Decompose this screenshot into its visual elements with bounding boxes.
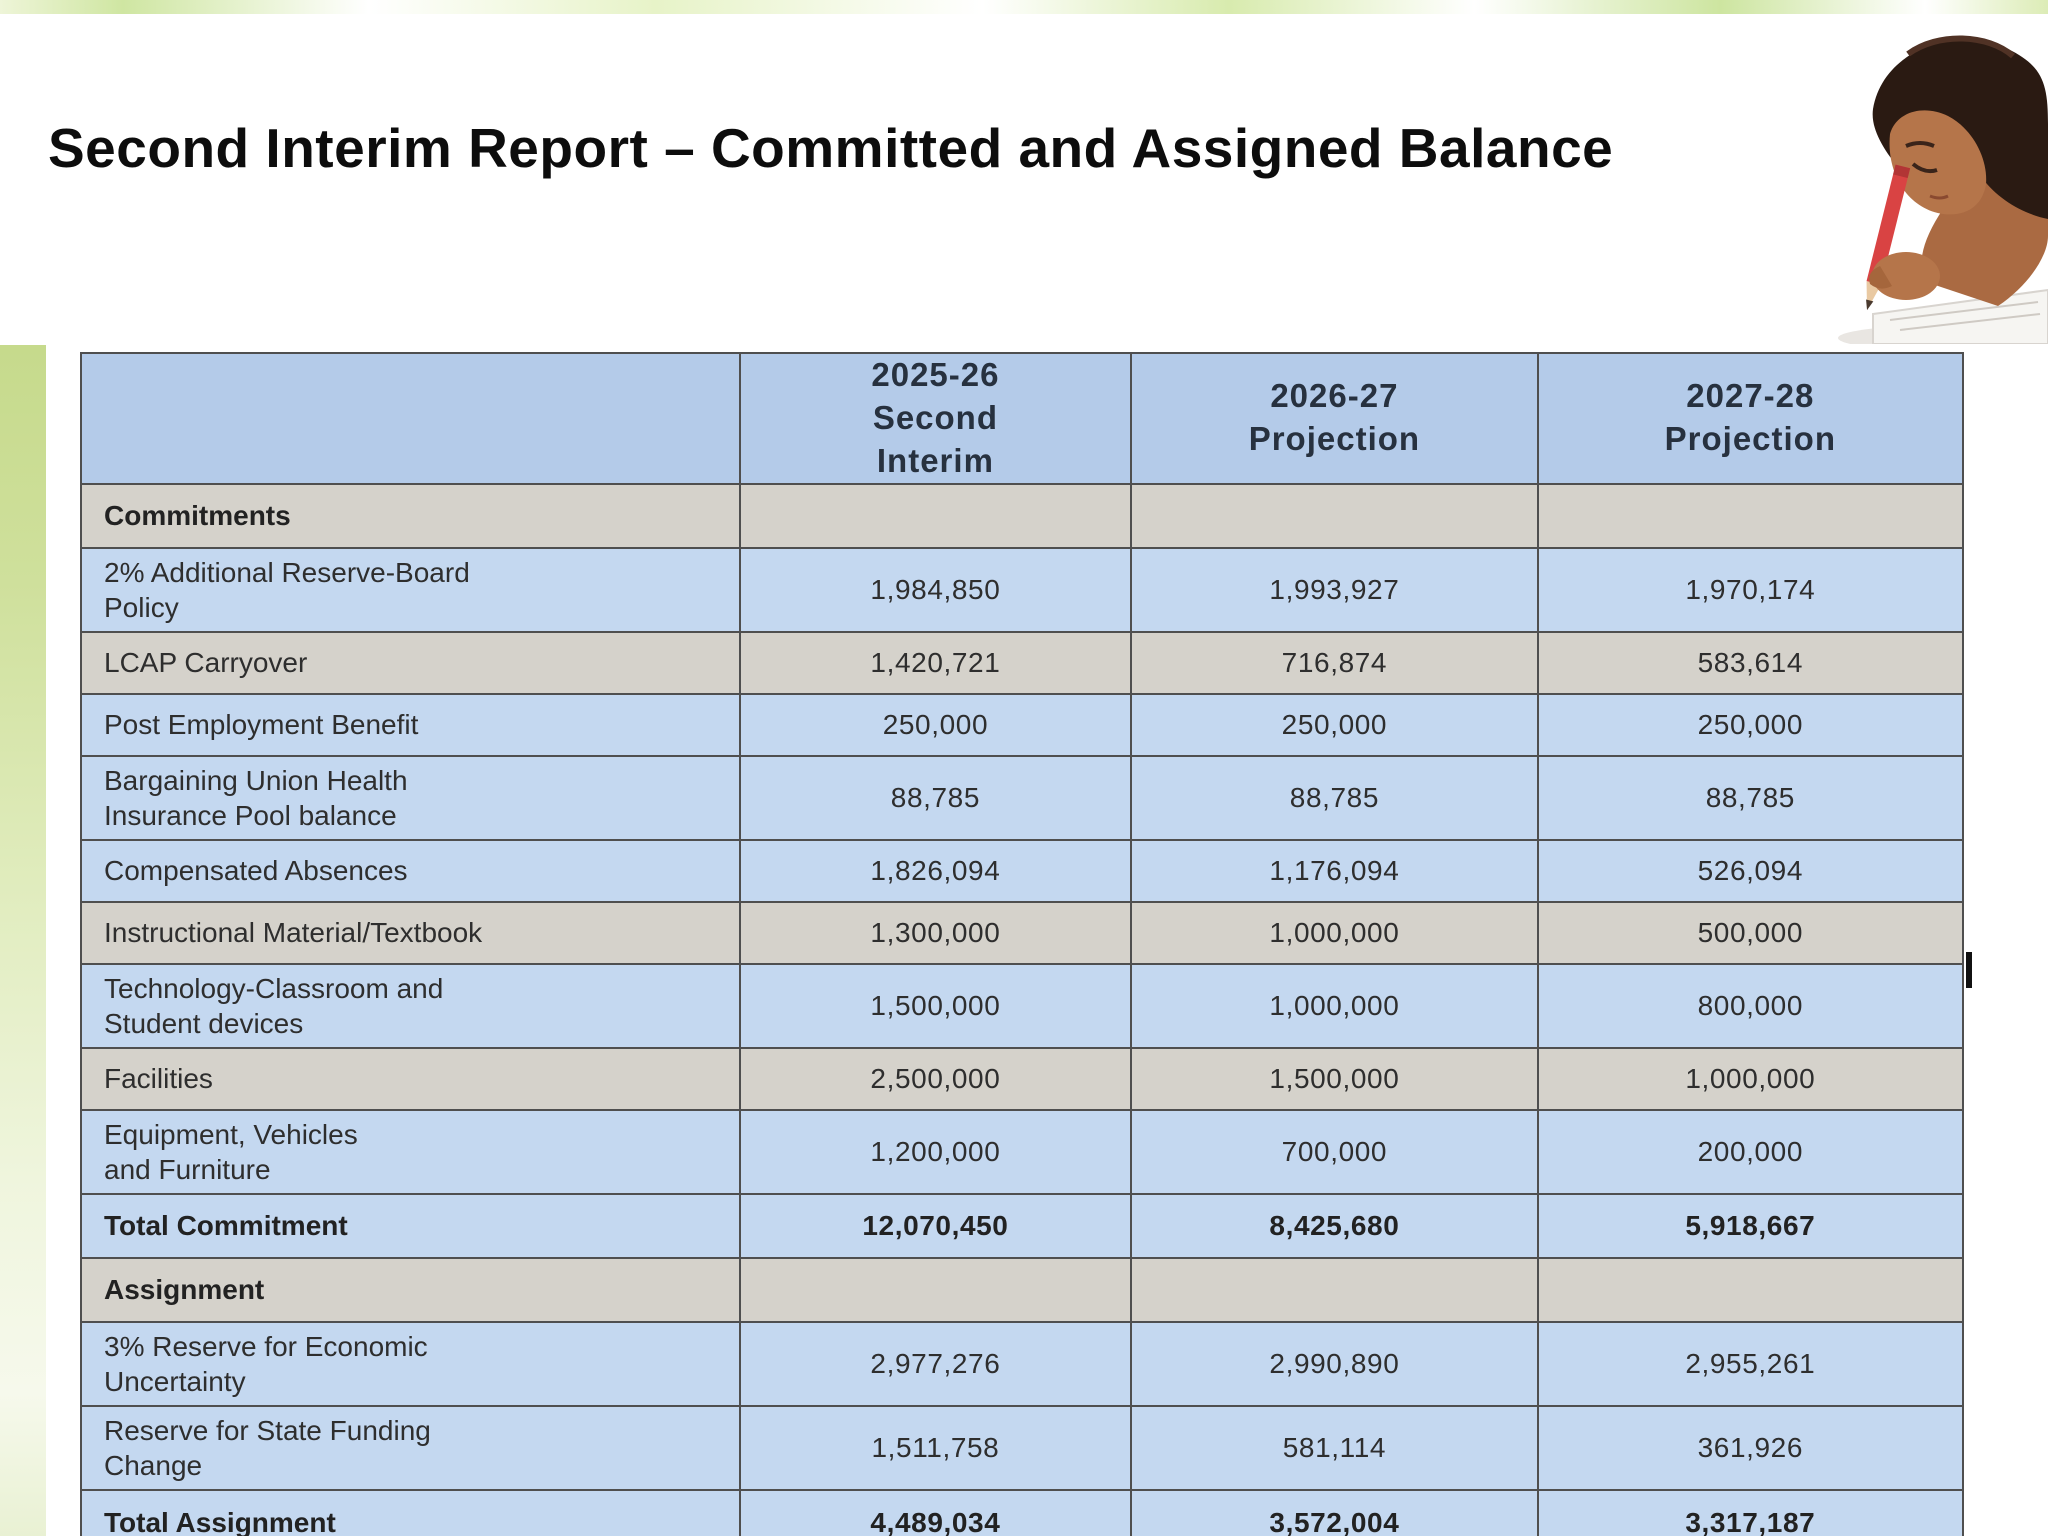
row-label: Total Assignment — [80, 1488, 741, 1536]
table-row: 2% Additional Reserve-Board Policy 1,984… — [80, 546, 1965, 633]
row-label: Post Employment Benefit — [80, 692, 741, 757]
row-value — [1536, 1256, 1965, 1323]
column-header-2025-26: 2025-26 Second Interim — [738, 352, 1133, 485]
row-label: Instructional Material/Textbook — [80, 900, 741, 965]
table-row: Instructional Material/Textbook 1,300,00… — [80, 900, 1965, 965]
table-row: Technology-Classroom and Student devices… — [80, 962, 1965, 1049]
row-value — [1130, 1256, 1539, 1323]
row-label: Assignment — [80, 1256, 741, 1323]
row-value — [1130, 482, 1539, 549]
row-value: 4,489,034 — [738, 1488, 1133, 1536]
row-value — [738, 1256, 1133, 1323]
top-gradient-band — [0, 0, 2048, 14]
slide-title: Second Interim Report – Committed and As… — [48, 117, 1614, 179]
row-value: 2,990,890 — [1130, 1320, 1539, 1407]
row-value: 1,511,758 — [738, 1404, 1133, 1491]
row-value: 250,000 — [1130, 692, 1539, 757]
row-value: 200,000 — [1536, 1108, 1965, 1195]
row-value: 500,000 — [1536, 900, 1965, 965]
mouth — [1929, 194, 1949, 200]
row-value: 3,572,004 — [1130, 1488, 1539, 1536]
row-value: 1,000,000 — [1130, 900, 1539, 965]
row-value: 1,993,927 — [1130, 546, 1539, 633]
table-header-row: 2025-26 Second Interim 2026-27 Projectio… — [80, 352, 1965, 485]
table-row: Equipment, Vehicles and Furniture 1,200,… — [80, 1108, 1965, 1195]
section-row-commitments: Commitments — [80, 482, 1965, 549]
row-label: Facilities — [80, 1046, 741, 1111]
row-value: 1,500,000 — [738, 962, 1133, 1049]
row-value: 88,785 — [1536, 754, 1965, 841]
row-value: 88,785 — [1130, 754, 1539, 841]
row-label: Commitments — [80, 482, 741, 549]
child-writing-illustration — [1668, 14, 2048, 344]
row-label: Technology-Classroom and Student devices — [80, 962, 741, 1049]
row-value: 1,826,094 — [738, 838, 1133, 903]
eyebrow — [1905, 141, 1935, 148]
row-value: 3,317,187 — [1536, 1488, 1965, 1536]
row-value: 716,874 — [1130, 630, 1539, 695]
section-row-assignment: Assignment — [80, 1256, 1965, 1323]
row-label: Compensated Absences — [80, 838, 741, 903]
row-value: 2,977,276 — [738, 1320, 1133, 1407]
row-value: 1,000,000 — [1130, 962, 1539, 1049]
row-value: 8,425,680 — [1130, 1192, 1539, 1259]
row-value: 12,070,450 — [738, 1192, 1133, 1259]
row-value: 88,785 — [738, 754, 1133, 841]
row-value: 250,000 — [738, 692, 1133, 757]
column-header-2027-28: 2027-28 Projection — [1536, 352, 1965, 485]
table-row: Bargaining Union Health Insurance Pool b… — [80, 754, 1965, 841]
child-writing-photo — [1668, 14, 2048, 344]
closed-eye — [1911, 162, 1938, 174]
row-value: 526,094 — [1536, 838, 1965, 903]
column-header-2026-27: 2026-27 Projection — [1130, 352, 1539, 485]
row-value: 1,200,000 — [738, 1108, 1133, 1195]
row-value: 700,000 — [1130, 1108, 1539, 1195]
row-value: 800,000 — [1536, 962, 1965, 1049]
row-value: 583,614 — [1536, 630, 1965, 695]
row-value: 1,000,000 — [1536, 1046, 1965, 1111]
row-value: 1,420,721 — [738, 630, 1133, 695]
row-value: 1,970,174 — [1536, 546, 1965, 633]
row-value: 581,114 — [1130, 1404, 1539, 1491]
row-value: 2,500,000 — [738, 1046, 1133, 1111]
header-empty-cell — [80, 352, 741, 485]
balance-table: 2025-26 Second Interim 2026-27 Projectio… — [80, 352, 1965, 1536]
row-value — [1536, 482, 1965, 549]
row-value — [738, 482, 1133, 549]
committed-assigned-table: 2025-26 Second Interim 2026-27 Projectio… — [80, 352, 1965, 1536]
row-value: 5,918,667 — [1536, 1192, 1965, 1259]
row-label: Total Commitment — [80, 1192, 741, 1259]
row-label: 2% Additional Reserve-Board Policy — [80, 546, 741, 633]
row-value: 361,926 — [1536, 1404, 1965, 1491]
total-assignment-row: Total Assignment 4,489,034 3,572,004 3,3… — [80, 1488, 1965, 1536]
table-row: LCAP Carryover 1,420,721 716,874 583,614 — [80, 630, 1965, 695]
left-gradient-strip — [0, 345, 46, 1536]
row-value: 250,000 — [1536, 692, 1965, 757]
row-value: 2,955,261 — [1536, 1320, 1965, 1407]
row-label: Bargaining Union Health Insurance Pool b… — [80, 754, 741, 841]
row-value: 1,984,850 — [738, 546, 1133, 633]
stray-mark — [1966, 952, 1972, 988]
total-commitment-row: Total Commitment 12,070,450 8,425,680 5,… — [80, 1192, 1965, 1259]
child-hand — [1872, 252, 1940, 300]
table-row: Post Employment Benefit 250,000 250,000 … — [80, 692, 1965, 757]
row-label: 3% Reserve for Economic Uncertainty — [80, 1320, 741, 1407]
table-row: Compensated Absences 1,826,094 1,176,094… — [80, 838, 1965, 903]
table-row: Reserve for State Funding Change 1,511,7… — [80, 1404, 1965, 1491]
row-value: 1,500,000 — [1130, 1046, 1539, 1111]
row-label: Reserve for State Funding Change — [80, 1404, 741, 1491]
row-label: LCAP Carryover — [80, 630, 741, 695]
table-row: 3% Reserve for Economic Uncertainty 2,97… — [80, 1320, 1965, 1407]
row-value: 1,300,000 — [738, 900, 1133, 965]
row-value: 1,176,094 — [1130, 838, 1539, 903]
row-label: Equipment, Vehicles and Furniture — [80, 1108, 741, 1195]
table-row: Facilities 2,500,000 1,500,000 1,000,000 — [80, 1046, 1965, 1111]
child-face — [1889, 110, 1987, 215]
